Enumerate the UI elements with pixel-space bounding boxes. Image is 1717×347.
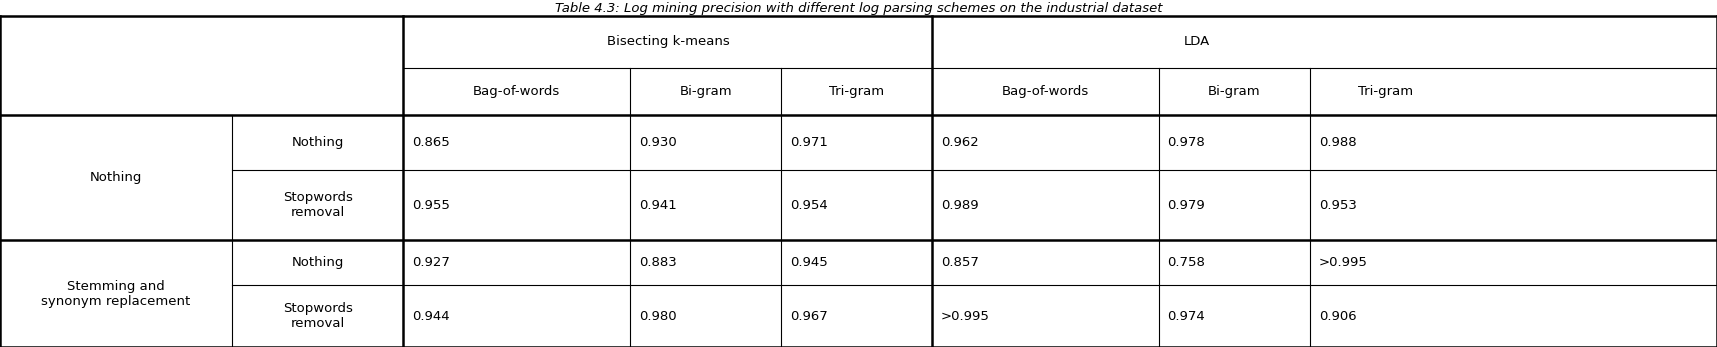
Text: 0.953: 0.953	[1319, 199, 1356, 212]
Text: 0.927: 0.927	[412, 256, 450, 269]
Text: Stopwords
removal: Stopwords removal	[283, 302, 352, 330]
Text: 0.962: 0.962	[941, 136, 979, 150]
Text: Tri-gram: Tri-gram	[829, 85, 884, 98]
Text: Bag-of-words: Bag-of-words	[1003, 85, 1089, 98]
Text: Tri-gram: Tri-gram	[1358, 85, 1413, 98]
Text: Stemming and
synonym replacement: Stemming and synonym replacement	[41, 280, 191, 307]
Text: Table 4.3: Log mining precision with different log parsing schemes on the indust: Table 4.3: Log mining precision with dif…	[555, 2, 1162, 15]
Text: 0.944: 0.944	[412, 310, 450, 323]
Text: 0.883: 0.883	[639, 256, 676, 269]
Text: 0.954: 0.954	[790, 199, 828, 212]
Text: Nothing: Nothing	[292, 256, 343, 269]
Text: 0.988: 0.988	[1319, 136, 1356, 150]
Text: 0.930: 0.930	[639, 136, 676, 150]
Text: 0.758: 0.758	[1168, 256, 1205, 269]
Text: Bi-gram: Bi-gram	[680, 85, 731, 98]
Text: 0.865: 0.865	[412, 136, 450, 150]
Text: 0.979: 0.979	[1168, 199, 1205, 212]
Text: >0.995: >0.995	[1319, 256, 1367, 269]
Text: 0.906: 0.906	[1319, 310, 1356, 323]
Text: Nothing: Nothing	[292, 136, 343, 150]
Text: Bisecting k-means: Bisecting k-means	[606, 35, 730, 48]
Text: Bi-gram: Bi-gram	[1209, 85, 1260, 98]
Text: Nothing: Nothing	[89, 171, 143, 184]
Text: 0.971: 0.971	[790, 136, 828, 150]
Text: 0.941: 0.941	[639, 199, 676, 212]
Text: >0.995: >0.995	[941, 310, 989, 323]
Text: 0.967: 0.967	[790, 310, 828, 323]
Text: 0.955: 0.955	[412, 199, 450, 212]
Text: 0.974: 0.974	[1168, 310, 1205, 323]
Text: Bag-of-words: Bag-of-words	[474, 85, 560, 98]
Text: LDA: LDA	[1183, 35, 1210, 48]
Text: Stopwords
removal: Stopwords removal	[283, 191, 352, 219]
Text: 0.945: 0.945	[790, 256, 828, 269]
Text: 0.989: 0.989	[941, 199, 979, 212]
Text: 0.980: 0.980	[639, 310, 676, 323]
Text: 0.857: 0.857	[941, 256, 979, 269]
Text: 0.978: 0.978	[1168, 136, 1205, 150]
